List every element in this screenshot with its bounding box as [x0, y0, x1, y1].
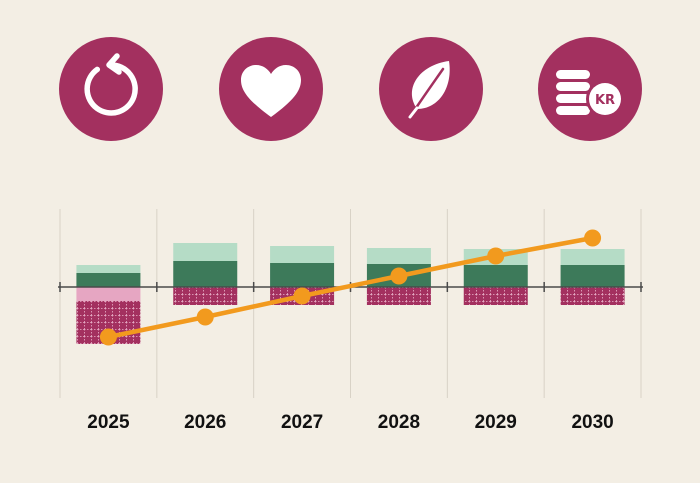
bar-negative-dark-2028	[366, 287, 431, 305]
bar-positive-dark-2029	[463, 265, 528, 287]
bar-positive-dark-2030	[560, 265, 625, 287]
bar-negative-dark-2029	[463, 287, 528, 305]
chart-x-labels: 2025 2026 2027 2028 2029 2030	[87, 412, 613, 433]
bar-positive-light-2030	[560, 249, 625, 265]
coins-kr-icon: KR	[538, 37, 642, 141]
refresh-icon	[59, 37, 163, 141]
bar-positive-dark-2027	[270, 263, 335, 287]
coins-kr-icon-circle: KR	[538, 37, 642, 141]
heart-icon-circle	[219, 37, 323, 141]
line-point-2026	[196, 308, 214, 326]
x-tick-label: 2030	[571, 412, 613, 433]
chart-line	[99, 229, 602, 346]
x-tick-label: 2029	[475, 412, 517, 433]
bar-negative-pink-2025	[76, 287, 141, 301]
x-tick-label: 2025	[87, 412, 130, 433]
bar-positive-light-2025	[76, 265, 141, 273]
bar-positive-dark-2026	[173, 261, 238, 287]
x-tick-label: 2027	[281, 412, 323, 433]
bar-positive-dark-2025	[76, 273, 141, 287]
line-point-2027	[293, 287, 311, 305]
x-tick-label: 2028	[378, 412, 420, 433]
coins-kr-label: KR	[595, 93, 615, 108]
line-point-2028	[390, 267, 408, 285]
line-point-2030	[584, 229, 602, 247]
bar-positive-light-2026	[173, 243, 238, 261]
heart-icon	[219, 37, 323, 141]
leaf-icon-circle	[379, 37, 483, 141]
leaf-icon	[379, 37, 483, 141]
bar-positive-light-2028	[366, 248, 431, 264]
line-point-2025	[99, 328, 117, 346]
bar-positive-light-2027	[270, 246, 335, 263]
line-series	[107, 235, 593, 340]
line-point-2029	[487, 247, 505, 265]
chart-gridlines	[59, 209, 642, 398]
icon-row: KR	[0, 0, 700, 160]
bar-negative-dark-2026	[173, 287, 238, 305]
x-tick-label: 2026	[184, 412, 226, 433]
bar-negative-dark-2030	[560, 287, 625, 305]
refresh-icon-circle	[59, 37, 163, 141]
